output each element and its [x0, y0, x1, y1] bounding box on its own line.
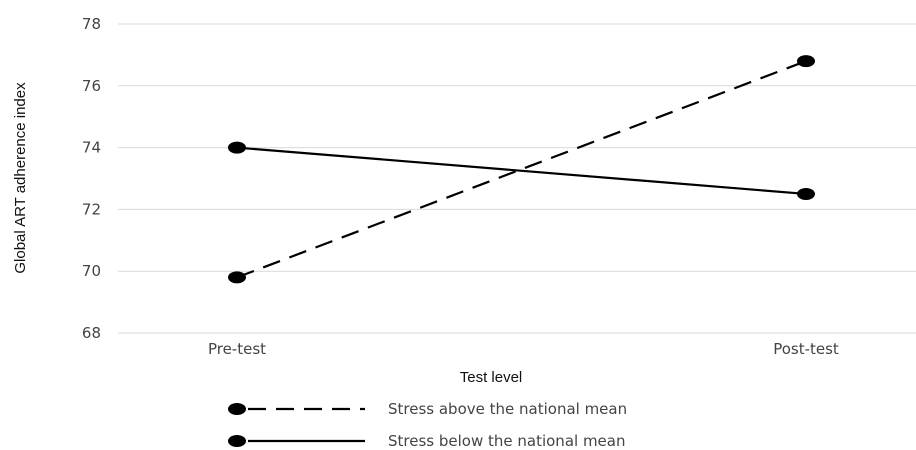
- gridlines: [118, 23, 916, 334]
- x-tick-label: Post-test: [773, 340, 839, 358]
- data-point-1-0: [228, 141, 246, 154]
- legend: Stress above the national mean Stress bel…: [228, 400, 627, 450]
- y-tick-label: 68: [82, 324, 101, 342]
- y-tick-label: 76: [82, 77, 101, 95]
- x-tick-labels: Pre-test Post-test: [208, 340, 839, 358]
- y-tick-label: 78: [82, 15, 101, 33]
- y-tick-labels: 68 70 72 74 76 78: [82, 15, 101, 342]
- x-axis-title: Test level: [460, 369, 523, 386]
- data-point-0-1: [797, 55, 815, 68]
- series-line-0: [236, 60, 807, 279]
- legend-marker: [228, 435, 246, 447]
- x-tick-label: Pre-test: [208, 340, 266, 358]
- y-tick-label: 72: [82, 200, 101, 218]
- series-lines: [236, 60, 807, 279]
- data-point-1-1: [797, 187, 815, 200]
- y-tick-label: 74: [82, 139, 101, 157]
- y-axis-title: Global ART adherence index: [12, 82, 29, 274]
- series-line-1: [236, 146, 807, 196]
- legend-marker: [228, 403, 246, 415]
- legend-item: Stress below the national mean: [228, 432, 625, 450]
- data-point-0-0: [228, 271, 246, 284]
- data-points: [228, 55, 815, 284]
- y-tick-label: 70: [82, 262, 101, 280]
- legend-item: Stress above the national mean: [228, 400, 627, 418]
- legend-label: Stress above the national mean: [388, 400, 627, 418]
- legend-label: Stress below the national mean: [388, 432, 625, 450]
